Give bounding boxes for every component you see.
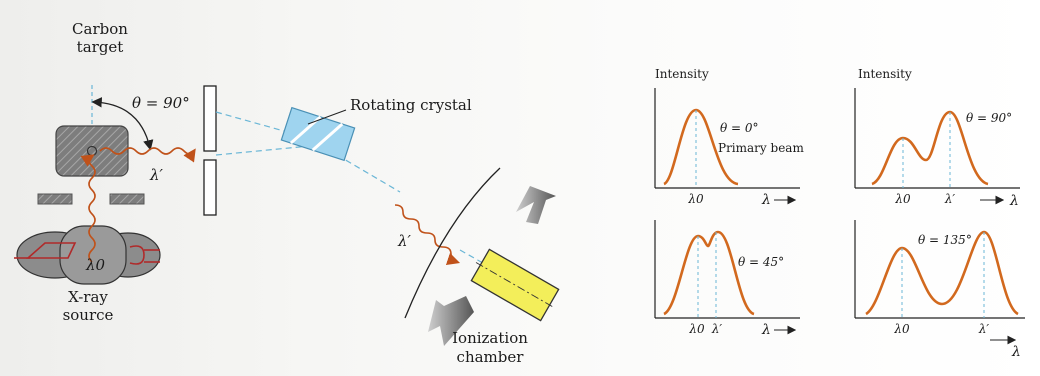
y-label: Intensity — [655, 67, 709, 81]
rotating-crystal-label: Rotating crystal — [350, 96, 472, 114]
detector-track — [404, 167, 501, 319]
curve-theta-135 — [865, 230, 1019, 316]
graph-theta-0: Intensity θ = 0° Primary beam λ0 λ — [654, 67, 804, 208]
slit-lower — [203, 159, 217, 216]
scattered-wavelength-label: λ′ — [149, 166, 164, 184]
x-label: λ — [761, 192, 771, 208]
xray-tube — [14, 225, 161, 285]
angle-arc — [91, 97, 154, 151]
x-label: λ — [1009, 193, 1019, 209]
y-label: Intensity — [858, 67, 912, 81]
carbon-target — [55, 125, 129, 177]
carbon-target-label-line2: target — [77, 38, 124, 56]
xray-source-label-line2: source — [63, 306, 114, 324]
curve-theta-45 — [663, 230, 755, 316]
x-label: λ — [1011, 344, 1021, 360]
graph-theta-45: θ = 45° λ0 λ′ λ — [654, 220, 800, 338]
tick-lambda0: λ0 — [688, 322, 705, 336]
tick-lambda0: λ0 — [893, 322, 910, 336]
motion-arrow-up — [516, 186, 556, 224]
crystal-label-leader — [307, 109, 347, 125]
tick-lambda0: λ0 — [894, 192, 911, 206]
theta-label: θ = 45° — [738, 255, 784, 269]
source-wavelength-label: λ0 — [85, 256, 106, 274]
x-label: λ — [761, 322, 771, 338]
graph-theta-90: Intensity θ = 90° λ0 λ′ λ — [854, 67, 1020, 209]
incident-beam — [80, 154, 96, 263]
scattered-beam — [99, 147, 196, 163]
graph-theta-135: θ = 135° λ0 λ′ λ — [854, 220, 1025, 360]
diffracted-beam — [394, 204, 461, 266]
diffracted-wavelength-label: λ′ — [397, 232, 412, 250]
tick-lambda-prime: λ′ — [711, 322, 723, 336]
collimator-bar-right — [109, 193, 145, 205]
intensity-graphs: Intensity θ = 0° Primary beam λ0 λ Inten… — [654, 67, 1025, 360]
carbon-target-label-line1: Carbon — [72, 20, 128, 38]
ionization-chamber-label-line2: chamber — [457, 348, 525, 366]
angle-label: θ = 90° — [132, 94, 190, 112]
collimator-bar-left — [37, 193, 73, 205]
xray-source-label-line1: X-ray — [68, 288, 108, 306]
theta-label: θ = 90° — [966, 111, 1012, 125]
apparatus-diagram: Carbon target θ = 90° Rotating crystal λ… — [14, 20, 560, 366]
theta-label: θ = 135° — [918, 233, 972, 247]
rotating-crystal — [280, 106, 356, 162]
curve-theta-90 — [871, 110, 989, 186]
guide-line-upper — [215, 111, 317, 141]
motion-arrow-down — [428, 296, 474, 346]
ionization-chamber — [470, 248, 560, 322]
ionization-chamber-label-line1: Ionization — [452, 329, 528, 347]
beam-axis-line — [215, 144, 321, 156]
tick-lambda-prime: λ′ — [978, 322, 990, 336]
tick-lambda0: λ0 — [687, 192, 704, 206]
slit-upper — [203, 85, 217, 152]
tick-lambda-prime: λ′ — [944, 192, 956, 206]
primary-beam-note: Primary beam — [718, 141, 804, 155]
theta-label: θ = 0° — [720, 121, 759, 135]
